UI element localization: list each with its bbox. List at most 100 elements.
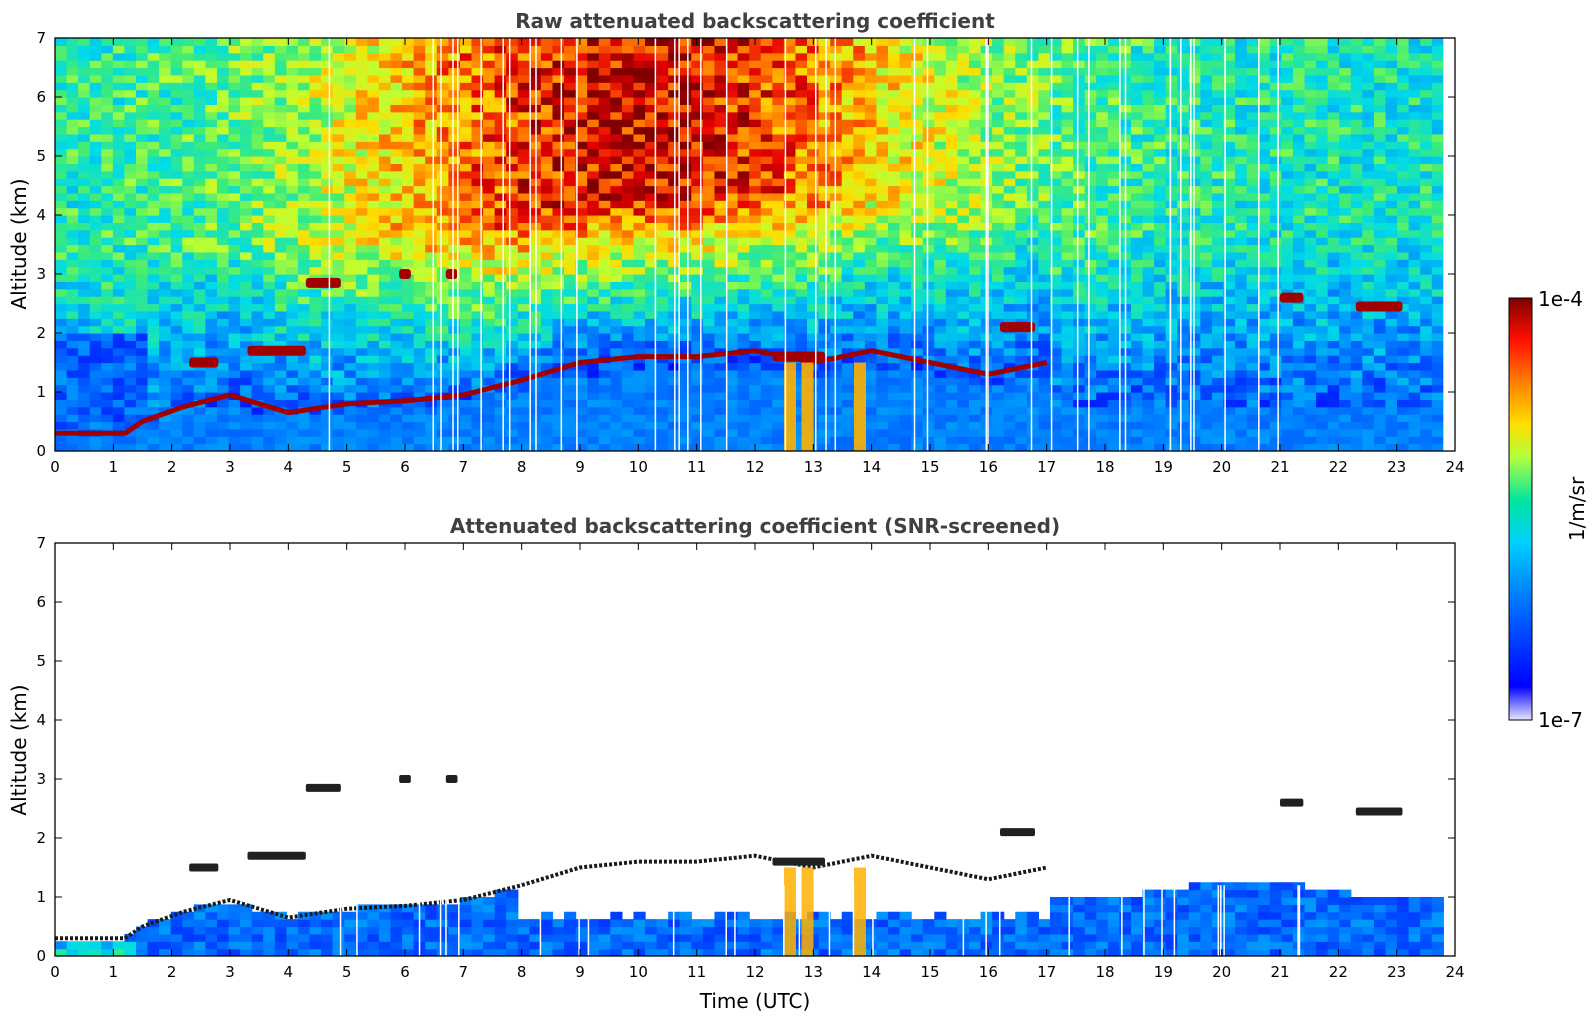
heatmap-cell — [367, 104, 380, 113]
heatmap-cell — [598, 421, 611, 430]
heatmap-cell — [286, 251, 299, 260]
heatmap-cell — [483, 74, 496, 83]
heatmap-cell — [413, 67, 426, 76]
heatmap-cell — [182, 104, 195, 113]
heatmap-cell — [656, 237, 669, 246]
heatmap-cell — [193, 369, 207, 378]
heatmap-cell — [1026, 97, 1040, 105]
heatmap-cell — [251, 52, 264, 61]
heatmap-cell — [621, 89, 635, 98]
heatmap-cell — [459, 170, 473, 179]
heatmap-cell — [1073, 119, 1086, 128]
heatmap-cell — [459, 89, 473, 98]
heatmap-cell — [1026, 303, 1040, 312]
heatmap-cell — [124, 428, 137, 437]
heatmap-cell — [124, 325, 137, 334]
heatmap-cell — [506, 82, 519, 91]
heatmap-cell — [89, 200, 102, 209]
heatmap-cell — [598, 192, 611, 201]
heatmap-cell — [552, 141, 565, 150]
heatmap-cell — [1015, 97, 1028, 105]
heatmap-cell — [78, 436, 91, 445]
heatmap-cell — [1073, 318, 1086, 327]
heatmap-cell — [888, 82, 901, 91]
heatmap-cell — [1061, 163, 1074, 172]
heatmap-cell — [367, 303, 380, 312]
heatmap-cell — [124, 207, 137, 216]
heatmap-cell — [1073, 399, 1086, 408]
heatmap-cell — [783, 325, 797, 334]
heatmap-cell — [1061, 200, 1074, 209]
heatmap-cell — [807, 281, 820, 290]
heatmap-cell — [78, 141, 91, 150]
heatmap-cell — [1049, 333, 1063, 341]
heatmap-cell — [147, 215, 160, 223]
heatmap-cell — [55, 74, 68, 83]
heatmap-cell — [540, 421, 554, 430]
heatmap-cell — [783, 296, 797, 305]
heatmap-cell — [1038, 163, 1051, 172]
heatmap-cell — [78, 310, 91, 319]
heatmap-cell — [66, 251, 79, 260]
heatmap-cell — [1073, 310, 1086, 319]
heatmap-cell — [55, 303, 68, 312]
heatmap-cell — [55, 296, 68, 305]
heatmap-cell — [263, 310, 276, 319]
heatmap-cell — [691, 97, 704, 105]
heatmap-cell — [1084, 436, 1097, 445]
heatmap-cell — [517, 200, 530, 209]
heatmap-cell — [772, 414, 785, 423]
heatmap-cell — [193, 148, 207, 157]
heatmap-cell — [170, 141, 183, 150]
heatmap-cell — [945, 119, 959, 128]
heatmap-cell — [621, 45, 635, 54]
heatmap-cell — [101, 347, 114, 356]
heatmap-cell — [101, 119, 114, 128]
heatmap-cell — [783, 133, 797, 142]
heatmap-cell — [402, 45, 415, 54]
heatmap-cell — [494, 207, 507, 216]
heatmap-cell — [182, 251, 195, 260]
heatmap-cell — [1015, 421, 1028, 430]
heatmap-cell — [968, 318, 982, 327]
heatmap-cell — [760, 45, 773, 54]
heatmap-cell — [66, 384, 79, 393]
heatmap-cell — [992, 45, 1005, 54]
heatmap-cell — [934, 318, 947, 327]
heatmap-cell — [610, 266, 623, 275]
heatmap-cell — [274, 421, 287, 430]
heatmap-cell — [390, 406, 403, 415]
heatmap-cell — [101, 362, 114, 371]
heatmap-cell — [957, 436, 970, 445]
heatmap-cell — [911, 60, 924, 69]
heatmap-cell — [1038, 38, 1051, 46]
heatmap-cell — [760, 104, 773, 113]
heatmap-cell — [714, 318, 727, 327]
heatmap-cell — [864, 74, 878, 83]
heatmap-cell — [876, 133, 889, 142]
heatmap-cell — [112, 288, 126, 297]
heatmap-cell — [992, 163, 1005, 172]
heatmap-cell — [772, 74, 785, 83]
heatmap-cell — [575, 303, 588, 312]
heatmap-cell — [205, 406, 218, 415]
heatmap-cell — [459, 215, 473, 223]
heatmap-cell — [749, 148, 762, 157]
heatmap-cell — [494, 399, 507, 408]
heatmap-cell — [321, 296, 334, 305]
heatmap-cell — [436, 45, 449, 54]
heatmap-cell — [645, 436, 658, 445]
heatmap-cell — [945, 384, 959, 393]
heatmap-cell — [413, 237, 426, 246]
heatmap-cell — [992, 303, 1005, 312]
heatmap-cell — [749, 340, 762, 349]
heatmap-cell — [402, 333, 415, 341]
heatmap-cell — [344, 133, 357, 142]
heatmap-cell — [251, 97, 264, 105]
heatmap-cell — [228, 178, 241, 187]
heatmap-cell — [587, 207, 600, 216]
heatmap-cell — [945, 421, 959, 430]
heatmap-cell — [355, 229, 368, 238]
heatmap-cell — [1061, 259, 1074, 268]
heatmap-cell — [911, 229, 924, 238]
